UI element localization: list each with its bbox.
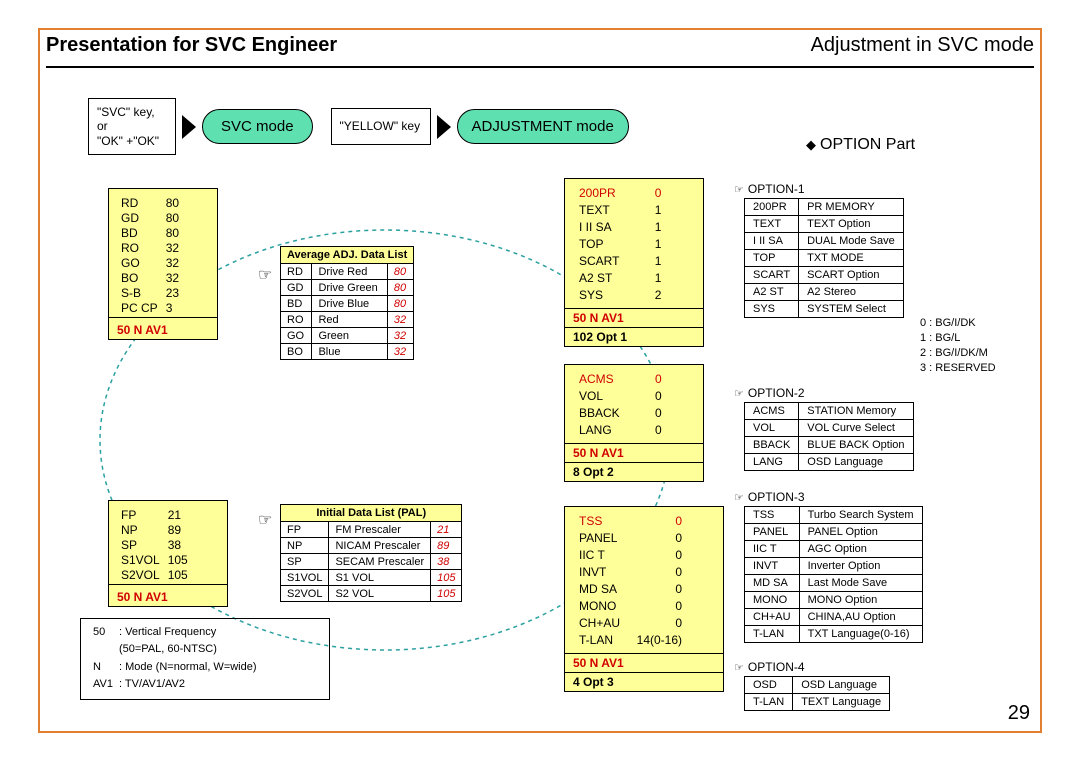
meta3-table: TSSTurbo Search System PANELPANEL Option… (744, 506, 923, 643)
meta4-table: OSDOSD Language T-LANTEXT Language (744, 676, 890, 711)
pad-1-table: RD80 GD80 BD80 RO32 GO32 BO32 S-B23 PC C… (117, 195, 183, 315)
opt3-row2: 4 Opt 3 (565, 672, 723, 691)
flow-label-1-l1: "SVC" key, or (97, 105, 155, 133)
avg-table-title: Average ADJ. Data List (281, 247, 414, 264)
pill-adjustment-mode: ADJUSTMENT mode (457, 109, 629, 144)
opt3-row1: 50 N AV1 (565, 653, 723, 672)
opt2-row1: 50 N AV1 (565, 443, 703, 462)
hand-icon: ☞ (258, 265, 272, 285)
init-table-title: Initial Data List (PAL) (281, 505, 462, 522)
pad-2-footer: 50 N AV1 (117, 587, 219, 604)
opt1-row1: 50 N AV1 (565, 308, 703, 327)
flow-label-1-l2: "OK" +"OK" (97, 134, 159, 148)
header-left: Presentation for SVC Engineer (46, 34, 337, 57)
option-part-title: OPTION Part (806, 136, 915, 154)
meta1-head: OPTION-1 (734, 182, 805, 196)
hand-icon: ☞ (258, 510, 272, 530)
flow-row: "SVC" key, or "OK" +"OK" SVC mode "YELLO… (88, 98, 629, 155)
meta2-table: ACMSSTATION Memory VOLVOL Curve Select B… (744, 402, 914, 471)
arrow-icon (437, 115, 451, 139)
pad-1-footer: 50 N AV1 (117, 320, 209, 337)
page-number: 29 (1008, 702, 1030, 725)
opt2-row2: 8 Opt 2 (565, 462, 703, 481)
opt1-row2: 102 Opt 1 (565, 327, 703, 346)
opt-box-3: TSS0 PANEL0 IIC T0 INVT0 MD SA0 MONO0 CH… (564, 506, 724, 692)
pad-2: FP21 NP89 SP38 S1VOL105 S2VOL105 50 N AV… (108, 500, 228, 607)
arrow-icon (182, 115, 196, 139)
pad-2-table: FP21 NP89 SP38 S1VOL105 S2VOL105 (117, 507, 192, 582)
pad-1: RD80 GD80 BD80 RO32 GO32 BO32 S-B23 PC C… (108, 188, 218, 340)
legend-box: 50: Vertical Frequency (50=PAL, 60-NTSC)… (80, 618, 330, 700)
pill-svc-mode: SVC mode (202, 109, 313, 144)
meta1-table: 200PRPR MEMORY TEXTTEXT Option I II SADU… (744, 198, 904, 318)
opt-box-2: ACMS0 VOL0 BBACK0 LANG0 50 N AV1 8 Opt 2 (564, 364, 704, 482)
sys-legend: 0 : BG/I/DK 1 : BG/L 2 : BG/I/DK/M 3 : R… (920, 316, 996, 375)
init-table: Initial Data List (PAL) FPFM Prescaler21… (280, 504, 462, 602)
avg-table: Average ADJ. Data List RDDrive Red80 GDD… (280, 246, 414, 360)
flow-label-1: "SVC" key, or "OK" +"OK" (88, 98, 176, 155)
page-header: Presentation for SVC Engineer Adjustment… (46, 34, 1034, 57)
meta2-head: OPTION-2 (734, 386, 805, 400)
page: Presentation for SVC Engineer Adjustment… (0, 0, 1080, 763)
opt-box-1: 200PR0 TEXT1 I II SA1 TOP1 SCART1 A2 ST1… (564, 178, 704, 347)
meta4-head: OPTION-4 (734, 660, 805, 674)
flow-label-2: "YELLOW" key (331, 108, 431, 144)
header-right: Adjustment in SVC mode (811, 34, 1034, 57)
header-rule (46, 66, 1034, 68)
meta3-head: OPTION-3 (734, 490, 805, 504)
